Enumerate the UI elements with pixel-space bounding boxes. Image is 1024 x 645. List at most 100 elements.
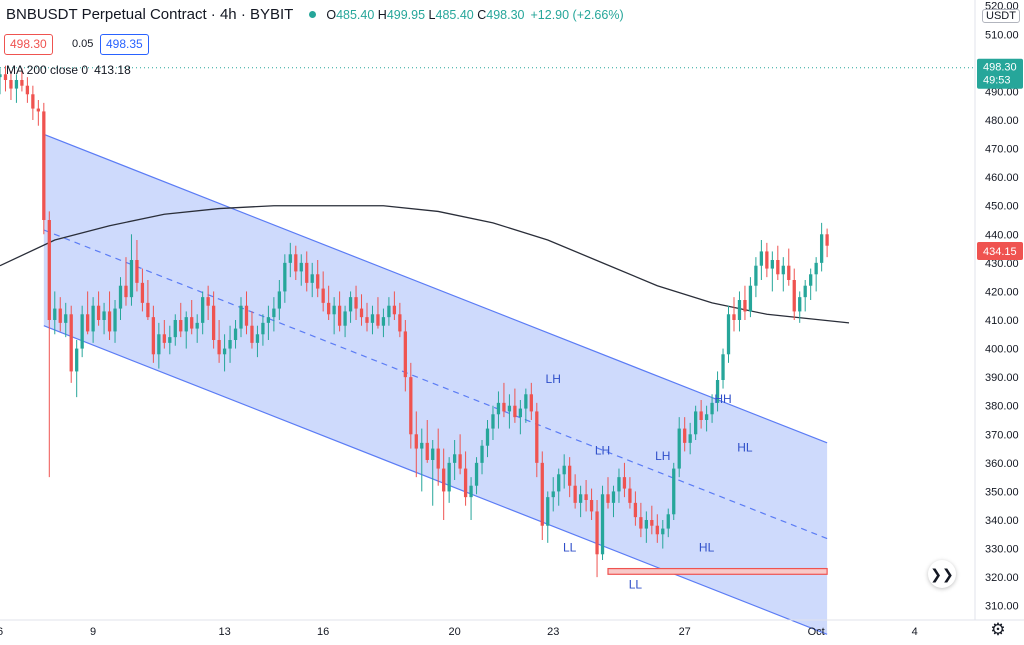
candle-body <box>688 434 692 443</box>
candle-body <box>146 302 150 318</box>
candle-body <box>699 411 703 420</box>
scroll-to-realtime-button[interactable]: ❯❯ <box>928 560 956 588</box>
support-zone <box>607 567 828 575</box>
sell-button[interactable]: 498.30 <box>4 34 53 55</box>
candle-body <box>611 491 616 503</box>
candle-body <box>91 305 95 332</box>
candle-body <box>299 262 303 272</box>
candle-body <box>551 491 555 498</box>
candle-body <box>759 251 764 266</box>
candle-body <box>535 411 539 463</box>
candle-body <box>715 380 720 403</box>
candle-body <box>305 262 309 283</box>
candle-body <box>140 282 145 303</box>
candle-body <box>266 317 271 323</box>
annotation-label: LL <box>629 578 643 592</box>
candle-body <box>107 311 112 332</box>
y-tick-label: 440.00 <box>985 229 1019 241</box>
candle-body <box>310 274 314 283</box>
y-tick-label: 310.00 <box>985 601 1019 613</box>
channel-mid-line <box>43 229 828 540</box>
candle-body <box>633 502 638 518</box>
candle-body <box>135 260 139 283</box>
candle-body <box>228 340 232 349</box>
candle-body <box>316 274 320 289</box>
x-tick-label: 16 <box>317 626 329 638</box>
candle-body <box>568 465 572 486</box>
annotation-label: HL <box>699 540 715 554</box>
candle-body <box>502 402 506 412</box>
open-value: 485.40 <box>336 7 375 22</box>
candle-body <box>726 314 731 355</box>
currency-badge[interactable]: USDT <box>982 9 1020 23</box>
candle-body <box>327 302 331 315</box>
candle-body <box>803 285 807 298</box>
y-tick-label: 370.00 <box>985 429 1019 441</box>
last-price-tag <box>977 58 1023 89</box>
candle-body <box>737 300 742 320</box>
settings-gear-icon[interactable]: ⚙ <box>990 620 1006 639</box>
annotation-label: HL <box>737 440 753 454</box>
candle-body <box>168 337 172 343</box>
candle-body <box>748 285 753 312</box>
candle-body <box>655 525 659 535</box>
candle-body <box>485 428 490 446</box>
symbol-title[interactable]: BNBUSDT Perpetual Contract · 4h · BYBIT <box>6 6 294 23</box>
y-tick-label: 510.00 <box>985 29 1019 41</box>
candle-body <box>85 314 90 332</box>
y-tick-label: 470.00 <box>985 144 1019 156</box>
candle-body <box>75 348 79 372</box>
candle-body <box>792 280 796 312</box>
candle-body <box>157 334 161 355</box>
candle-body <box>277 291 281 309</box>
candle-body <box>255 334 260 343</box>
candle-body <box>53 308 57 320</box>
candle-body <box>190 317 194 329</box>
candle-body <box>721 354 725 380</box>
candle-body <box>595 511 599 555</box>
candle-body <box>650 520 654 526</box>
candle-body <box>617 477 621 492</box>
ma200-line <box>0 205 850 324</box>
annotation-label: LH <box>546 372 561 386</box>
candle-body <box>409 377 413 435</box>
candle-body <box>770 260 774 269</box>
indicator-legend[interactable]: MA 200 close 0 413.18 <box>6 63 131 77</box>
candle-body <box>283 262 287 292</box>
annotation-label: LH <box>595 443 610 457</box>
candle-body <box>628 488 632 503</box>
candle-body <box>294 254 298 272</box>
candle-body <box>151 317 156 355</box>
candle-body <box>524 394 528 409</box>
candle-body <box>754 265 758 286</box>
candle-body <box>0 74 2 78</box>
candle-body <box>496 402 501 415</box>
candle-body <box>359 308 364 318</box>
candle-body <box>211 305 216 340</box>
candle-body <box>578 494 583 503</box>
indicator-name: MA 200 close 0 <box>6 63 89 77</box>
candle-body <box>743 300 747 312</box>
candle-body <box>809 274 813 286</box>
channel-upper-line <box>43 133 828 444</box>
candle-body <box>573 485 577 503</box>
last-price-value: 498.30 <box>983 62 1017 74</box>
candle-body <box>96 305 101 320</box>
market-status-icon <box>309 11 317 18</box>
candle-body <box>162 334 166 343</box>
buy-button[interactable]: 498.35 <box>100 34 149 55</box>
candle-body <box>222 348 227 355</box>
x-tick-label: 9 <box>90 626 96 638</box>
candle-body <box>529 394 533 412</box>
y-tick-label: 350.00 <box>985 486 1019 498</box>
candle-body <box>513 405 517 418</box>
candle-body <box>42 111 46 220</box>
candle-body <box>765 251 769 269</box>
candle-body <box>47 220 51 320</box>
candle-body <box>102 311 106 320</box>
candle-body <box>184 317 188 332</box>
x-tick-label: Oct <box>808 626 825 638</box>
candle-body <box>36 108 40 112</box>
candle-body <box>414 434 418 449</box>
